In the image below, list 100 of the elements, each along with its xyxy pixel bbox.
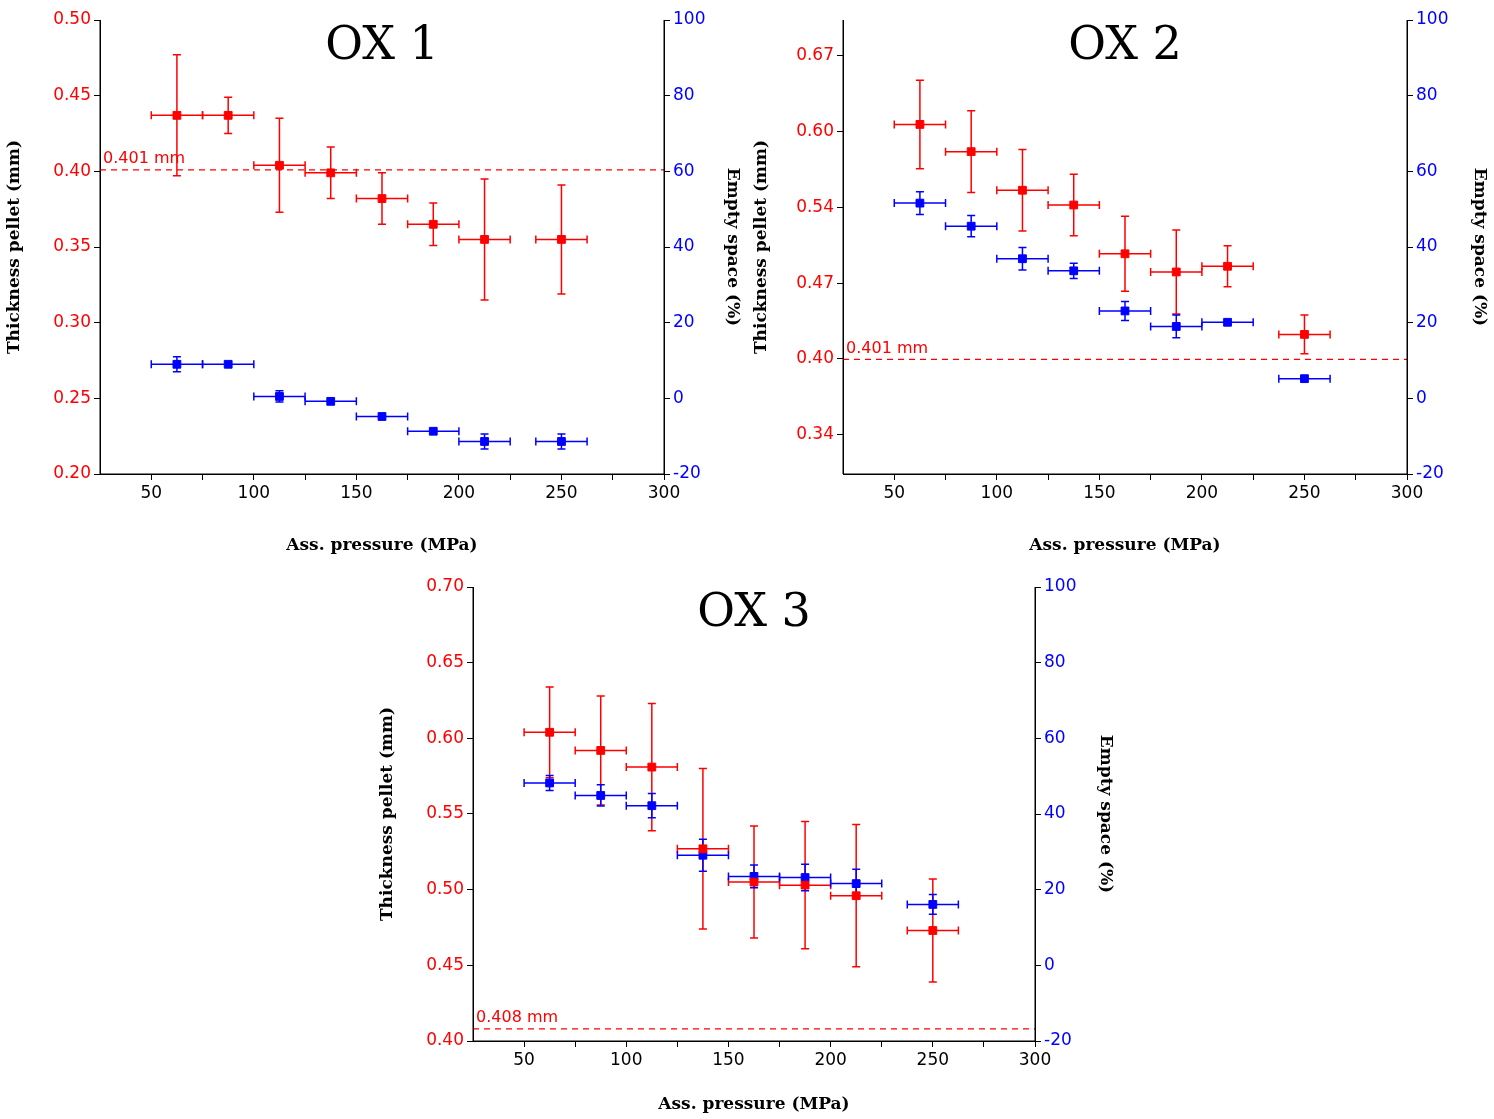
x-axis-title: Ass. pressure (MPa) [1028,534,1221,555]
y-tick-label: 0.47 [796,271,834,292]
point [377,194,387,203]
point [596,746,606,755]
x-tick-label: 200 [1185,481,1219,502]
chart-title: OX 2 [1068,15,1182,70]
point [223,359,233,369]
y-axis-title: Thickness pellet (mm) [375,706,396,922]
y2-tick-label: 40 [1416,235,1438,256]
y2-tick-label: -20 [673,462,701,483]
point [1171,322,1181,331]
y-tick-label: 0.55 [426,802,464,823]
point [428,426,438,436]
y-tick-label: 0.40 [426,1029,464,1050]
y2-tick-label: 80 [1044,651,1066,672]
point [647,762,657,772]
x-axis-title: Ass. pressure (MPa) [657,1093,850,1114]
point [1069,266,1079,276]
x-axis-title: Ass. pressure (MPa) [285,534,478,555]
chart-title: OX 1 [325,15,439,70]
y-tick-label: 0.35 [53,235,91,256]
point [326,168,336,178]
point [428,219,438,229]
x-tick-label: 150 [1083,481,1116,502]
point [1069,200,1079,210]
y2-axis-title: Empty space (%) [1097,734,1118,894]
y-tick-label: 0.65 [426,651,464,672]
x-tick-label: 150 [712,1048,745,1069]
point [1120,249,1130,259]
y2-tick-label: 60 [1416,159,1438,180]
point [275,160,284,170]
point [1171,267,1181,277]
x-tick-label: 200 [442,481,476,502]
y2-tick-label: 20 [1044,878,1066,899]
point [480,437,489,446]
chart-title: OX 3 [697,582,811,637]
y-tick-label: 0.70 [426,575,464,596]
point [698,844,708,854]
y2-tick-label: 0 [1416,386,1427,407]
point [1300,330,1309,339]
point [966,147,976,157]
point [966,221,976,231]
x-tick-label: 250 [1288,481,1321,502]
y2-tick-label: 40 [1044,802,1066,823]
y-axis-title: Thickness pellet (mm) [749,139,770,355]
point [647,801,657,811]
x-tick-label: 300 [1390,481,1424,502]
y-tick-label: 0.60 [796,119,834,140]
point [928,926,938,935]
x-tick-label: 300 [1018,1048,1052,1069]
y-tick-label: 0.45 [426,953,464,974]
y2-tick-label: 100 [673,8,706,29]
point [172,359,182,369]
y2-tick-label: 60 [673,159,695,180]
point [545,778,555,788]
y2-tick-label: 40 [673,235,695,256]
x-tick-label: 200 [814,1048,847,1069]
y-tick-label: 0.54 [796,195,834,216]
y2-tick-label: 60 [1044,726,1066,747]
y2-axis-title: Empty space (%) [724,167,745,327]
ref-line-label: 0.408 mm [476,1007,559,1027]
y-axis-title: Thickness pellet (mm) [2,139,23,355]
y-tick-label: 0.20 [53,462,91,483]
y-tick-label: 0.40 [53,159,91,180]
point [749,877,759,887]
y-tick-label: 0.50 [53,8,91,29]
y-tick-label: 0.45 [53,84,91,105]
x-tick-label: 50 [140,481,163,502]
y2-tick-label: 20 [1416,311,1438,332]
y-tick-label: 0.30 [53,311,91,332]
point [851,879,861,888]
point [557,235,566,244]
point [545,727,555,737]
point [557,437,566,446]
point [172,110,182,120]
y2-tick-label: 0 [673,386,684,407]
point [596,791,606,800]
x-tick-label: 50 [883,481,906,502]
x-tick-label: 300 [647,481,681,502]
y2-axis-title: Empty space (%) [1471,167,1492,327]
point [800,880,810,890]
y2-tick-label: 20 [673,311,695,332]
y-tick-label: 0.50 [426,878,464,899]
point [1300,374,1309,384]
x-tick-label: 100 [237,481,271,502]
y-tick-label: 0.60 [426,726,464,747]
x-tick-label: 100 [980,481,1014,502]
point [1223,261,1232,271]
x-tick-label: 100 [610,1048,643,1069]
point [326,396,336,406]
x-tick-label: 250 [916,1048,950,1069]
point [1223,317,1232,327]
y2-tick-label: 80 [1416,84,1438,105]
y2-tick-label: -20 [1416,462,1444,483]
point [1120,306,1130,316]
point [1018,185,1027,195]
point [915,198,925,208]
y-tick-label: 0.67 [796,43,834,64]
y2-tick-label: 100 [1416,8,1449,29]
x-tick-label: 150 [340,481,373,502]
